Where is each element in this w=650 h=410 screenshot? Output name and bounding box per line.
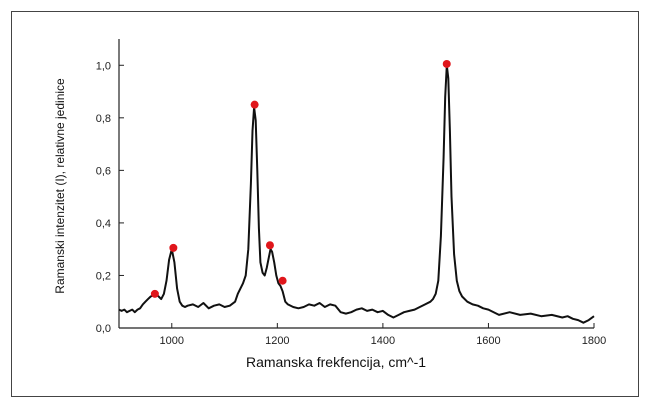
y-tick-label: 0,0	[96, 323, 111, 335]
spectrum-line	[118, 64, 595, 324]
peak-marker	[265, 241, 274, 250]
x-tick-label: 1800	[582, 335, 606, 347]
y-tick-label: 0,4	[96, 218, 111, 230]
figure-frame: 1000 1200 1400 1600 1800 0,0 0,2 0,4 0,6 0,8 1,0 …	[11, 11, 639, 397]
y-tick-label: 0,8	[96, 113, 111, 125]
raman-spectrum-chart: 1000 1200 1400 1600 1800 0,00,20,40,60,81,0 …	[53, 39, 606, 370]
peak-marker	[278, 276, 287, 285]
y-tick-label: 1,0	[96, 60, 111, 72]
x-tick-label: 1000	[160, 335, 184, 347]
peak-markers	[150, 59, 451, 298]
peak-marker	[250, 100, 259, 109]
y-tick-label: 0,2	[96, 270, 111, 282]
axes: 1000 1200 1400 1600 1800 0,0 0,2 0,4 0,6 0,8 1,0	[96, 39, 606, 347]
y-tick-label: 0,6	[96, 165, 111, 177]
y-axis-title: Ramanski intenzitet (I), relativne jedin…	[53, 78, 67, 294]
x-tick-label: 1600	[476, 335, 500, 347]
y-ticks: 0,0 0,2 0,4 0,6 0,8 1,0	[96, 60, 124, 335]
peak-marker	[442, 59, 451, 68]
peak-marker	[150, 289, 159, 298]
x-tick-label: 1400	[371, 335, 395, 347]
x-ticks: 1000 1200 1400 1600 1800	[160, 323, 606, 347]
x-axis-title: Ramanska frekfencija, cm^-1	[246, 354, 426, 370]
peak-marker	[169, 243, 178, 252]
x-tick-label: 1200	[265, 335, 289, 347]
